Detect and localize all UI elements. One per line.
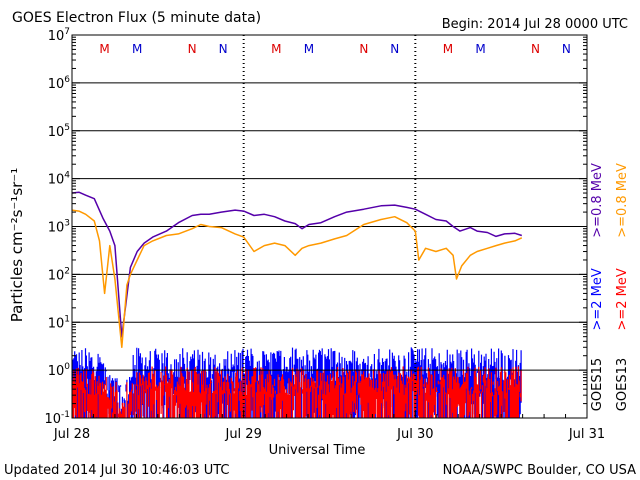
legend-satellite: GOES13 (615, 358, 630, 411)
y-tick-label: 102 (48, 266, 70, 283)
series-goes13-2-mev (72, 366, 522, 418)
x-tick-label: Jul 30 (396, 427, 433, 442)
plot-area: 10-1 100 101 102 103 104 105 106 107 Jul 28 Jul 29… (44, 27, 630, 442)
local-time-marker: M (475, 42, 485, 56)
local-time-marker: N (188, 42, 197, 56)
y-tick-label: 100 (48, 362, 71, 379)
y-tick-label: 107 (48, 27, 70, 44)
updated-timestamp: Updated 2014 Jul 30 10:46:03 UTC (4, 463, 229, 478)
y-tick-label: 106 (48, 75, 71, 92)
y-tick-label: 103 (48, 219, 70, 236)
x-axis-label: Universal Time (269, 443, 366, 458)
x-tick-label: Jul 28 (53, 427, 90, 442)
y-tick-label: 105 (48, 123, 70, 140)
local-time-marker: N (219, 42, 228, 56)
local-time-marker: N (359, 42, 368, 56)
local-time-marker: N (531, 42, 540, 56)
series-goes13-0-8-mev (72, 209, 523, 349)
x-tick-label: Jul 31 (568, 427, 605, 442)
legend-entry: >=2 MeV (590, 268, 605, 330)
y-tick-label: 104 (48, 171, 71, 188)
x-tick-label: Jul 29 (224, 427, 261, 442)
legend-satellite: GOES15 (590, 358, 605, 411)
local-time-marker: N (562, 42, 571, 56)
credit-label: NOAA/SWPC Boulder, CO USA (443, 463, 636, 478)
legend-entry: >=0.8 MeV (590, 163, 605, 238)
local-time-marker: M (132, 42, 142, 56)
local-time-marker: M (443, 42, 453, 56)
series-goes15-0-8-mev (72, 191, 523, 338)
local-time-marker: M (271, 42, 281, 56)
local-time-marker: M (304, 42, 314, 56)
low-energy-series-group (72, 347, 522, 418)
local-time-marker: N (390, 42, 399, 56)
y-tick-label: 10-1 (44, 410, 70, 427)
begin-time-label: Begin: 2014 Jul 28 0000 UTC (442, 17, 628, 32)
y-tick-label: 101 (48, 314, 70, 331)
legend-entry: >=0.8 MeV (615, 163, 630, 238)
legend-entry: >=2 MeV (615, 268, 630, 330)
chart-title: GOES Electron Flux (5 minute data) (12, 10, 261, 26)
y-axis-label: Particles cm⁻²s⁻¹sr⁻¹ (8, 168, 26, 322)
local-time-marker: M (99, 42, 109, 56)
